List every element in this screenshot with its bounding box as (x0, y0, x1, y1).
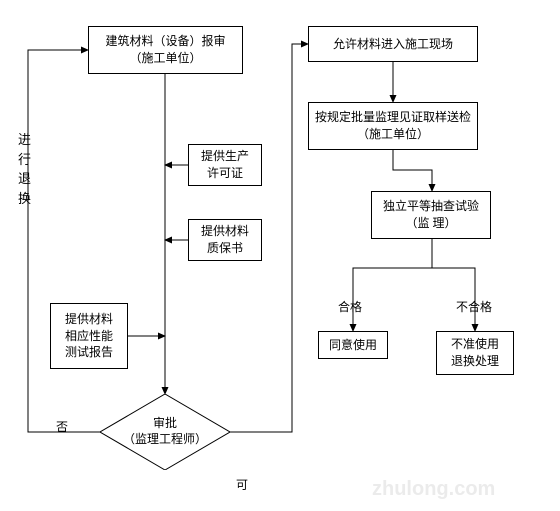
node-allow-material-enter: 允许材料进入施工现场 (308, 26, 478, 62)
label-text: 可 (236, 478, 248, 492)
label-pass: 合格 (338, 298, 362, 315)
vertical-label-replace: 进行退换 (18, 130, 31, 208)
node-production-license: 提供生产许可证 (188, 144, 262, 186)
label-text: 合格 (338, 300, 362, 314)
node-material-report: 建筑材料（设备）报审（施工单位） (88, 26, 243, 74)
decision-text: 审批（监理工程师） (123, 416, 207, 447)
node-independent-inspection: 独立平等抽查试验（监 理） (371, 191, 491, 239)
flowchart-canvas: { "fontsize": 12, "colors": { "stroke": … (0, 0, 560, 511)
decision-approval: 审批（监理工程师） (100, 394, 230, 470)
node-approve-use: 同意使用 (318, 331, 388, 359)
node-text: 允许材料进入施工现场 (333, 36, 453, 53)
node-text: 建筑材料（设备）报审（施工单位） (105, 33, 225, 67)
watermark: zhulong.com (372, 478, 495, 501)
node-text: 不准使用退换处理 (451, 336, 499, 370)
node-text: 提供材料质保书 (201, 223, 249, 257)
node-text: 提供材料相应性能测试报告 (65, 311, 113, 361)
node-quality-certificate: 提供材料质保书 (188, 219, 262, 261)
node-text: 同意使用 (329, 337, 377, 354)
label-yes: 可 (236, 476, 248, 493)
node-reject-replace: 不准使用退换处理 (436, 331, 514, 375)
node-batch-sampling: 按规定批量监理见证取样送检（施工单位） (308, 102, 478, 150)
label-no: 否 (56, 418, 68, 435)
label-text: 不合格 (456, 300, 492, 314)
watermark-text: zhulong.com (372, 478, 495, 500)
node-text: 独立平等抽查试验（监 理） (383, 198, 479, 232)
edges-layer (0, 0, 560, 511)
node-text: 提供生产许可证 (201, 148, 249, 182)
node-performance-test-report: 提供材料相应性能测试报告 (50, 303, 128, 369)
node-text: 按规定批量监理见证取样送检（施工单位） (315, 109, 471, 143)
label-fail: 不合格 (456, 298, 492, 315)
label-text: 否 (56, 420, 68, 434)
